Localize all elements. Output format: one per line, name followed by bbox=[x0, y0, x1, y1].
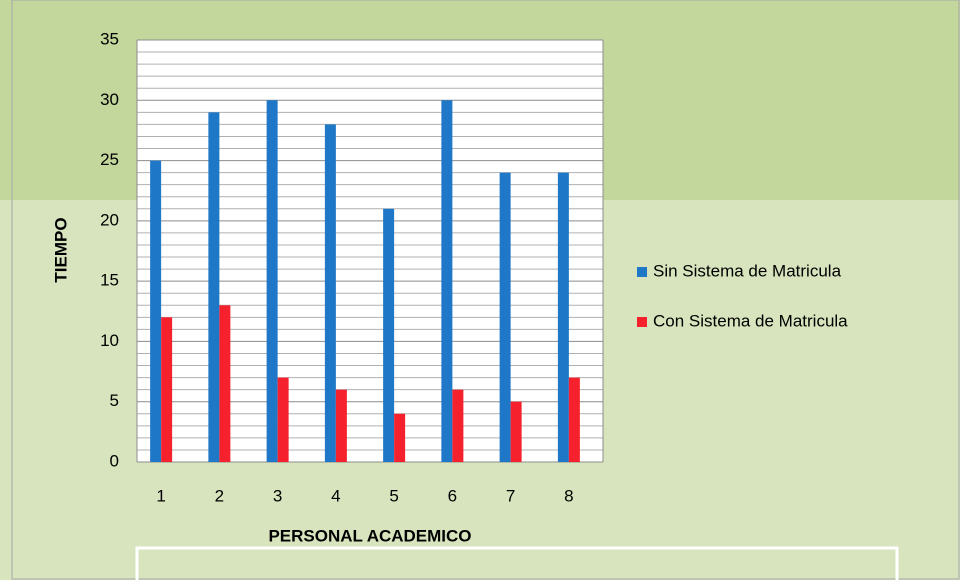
bar bbox=[383, 208, 395, 462]
bar bbox=[441, 100, 453, 463]
x-tick-label: 7 bbox=[506, 486, 515, 505]
x-tick-label: 5 bbox=[389, 486, 398, 505]
y-axis-title: TIEMPO bbox=[51, 217, 70, 282]
legend-swatch bbox=[637, 267, 647, 277]
y-tick-label: 25 bbox=[100, 150, 119, 169]
decor-box bbox=[135, 546, 899, 585]
y-tick-label: 20 bbox=[100, 210, 119, 229]
legend-swatch bbox=[637, 317, 647, 327]
bar bbox=[394, 413, 406, 462]
x-tick-label: 1 bbox=[156, 486, 165, 505]
legend-label: Sin Sistema de Matricula bbox=[653, 261, 842, 280]
bar bbox=[161, 317, 173, 462]
x-tick-label: 2 bbox=[215, 486, 224, 505]
y-tick-label: 35 bbox=[100, 29, 119, 48]
plot-area bbox=[137, 40, 603, 462]
y-tick-label: 30 bbox=[100, 90, 119, 109]
bar bbox=[510, 401, 522, 462]
y-tick-label: 5 bbox=[110, 391, 119, 410]
x-tick-label: 8 bbox=[564, 486, 573, 505]
y-tick-label: 10 bbox=[100, 331, 119, 350]
y-tick-label: 15 bbox=[100, 271, 119, 290]
bar bbox=[208, 112, 220, 462]
legend-label: Con Sistema de Matricula bbox=[653, 311, 848, 330]
bar bbox=[557, 172, 569, 462]
bar bbox=[324, 124, 336, 463]
x-tick-label: 3 bbox=[273, 486, 282, 505]
bar bbox=[277, 377, 289, 462]
frame bbox=[11, 0, 960, 580]
y-tick-label: 0 bbox=[110, 451, 119, 470]
bar bbox=[219, 305, 231, 462]
x-tick-label: 4 bbox=[331, 486, 340, 505]
bar bbox=[266, 100, 278, 463]
bar bbox=[335, 389, 347, 462]
bar bbox=[150, 160, 162, 463]
bar bbox=[499, 172, 511, 462]
bar bbox=[452, 389, 464, 462]
x-tick-label: 6 bbox=[448, 486, 457, 505]
x-axis-title: PERSONAL ACADEMICO bbox=[268, 526, 471, 545]
bar bbox=[568, 377, 580, 462]
